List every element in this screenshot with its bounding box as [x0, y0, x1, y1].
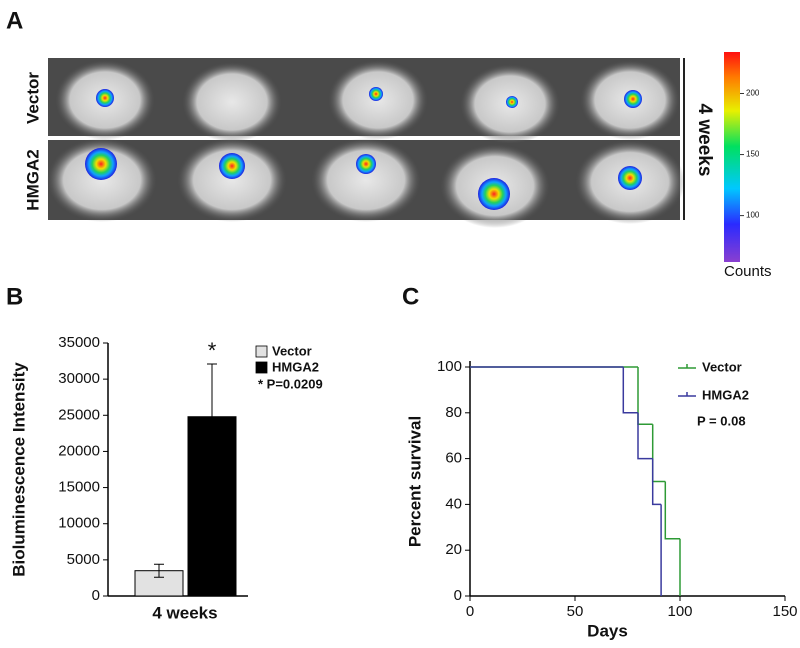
colorbar: [724, 52, 740, 262]
error-bar: [207, 363, 217, 470]
colorbar-title: Counts: [724, 263, 772, 280]
y-tick-label: 0: [92, 587, 100, 604]
panel-label: B: [6, 283, 23, 310]
survival-step: [637, 367, 653, 425]
survival-step: [651, 424, 666, 483]
y-tick-label: 25000: [58, 406, 100, 423]
legend-swatch: [255, 345, 268, 358]
y-tick-label: 80: [445, 404, 462, 421]
row-label: HMGA2: [23, 149, 42, 210]
y-tick-label: 15000: [58, 479, 100, 496]
legend-swatch: [678, 392, 696, 397]
legend-swatch: [678, 364, 696, 369]
y-tick-label: 30000: [58, 370, 100, 387]
colorbar-tick-label: 150: [746, 150, 760, 159]
plots: 05000100001500020000250003000035000Biolu…: [9, 334, 797, 641]
x-tick-label: 4 weeks: [152, 603, 217, 622]
y-axis-label: Bioluminescence Intensity: [9, 362, 28, 577]
y-tick-label: 100: [437, 358, 462, 375]
x-tick-label: 100: [667, 603, 692, 620]
y-tick-label: 10000: [58, 515, 100, 532]
annotation: * P=0.0209: [258, 376, 323, 391]
y-tick-label: 60: [445, 450, 462, 467]
legend-label: Vector: [702, 359, 742, 374]
panel-label: C: [402, 283, 419, 310]
legend-swatch: [255, 361, 268, 374]
colorbar-tick-label: 100: [746, 211, 760, 220]
y-tick-label: 35000: [58, 334, 100, 351]
row-label: Vector: [23, 72, 42, 124]
x-axis-label: Days: [587, 621, 628, 640]
panel-label: A: [6, 7, 23, 34]
timepoint-label: 4 weeks: [694, 104, 715, 177]
legend-label: Vector: [272, 343, 312, 358]
y-axis-label: Percent survival: [405, 416, 424, 547]
colorbar-tick-label: 200: [746, 89, 760, 98]
y-tick-label: 40: [445, 495, 462, 512]
survival-step: [622, 367, 638, 414]
y-tick-label: 5000: [67, 551, 100, 568]
y-tick-label: 20: [445, 541, 462, 558]
colorbar-ticks: 100 150 200: [740, 89, 760, 220]
survival-step: [651, 458, 662, 506]
survival-step: [637, 412, 653, 460]
significance-mark: *: [208, 338, 217, 363]
x-tick-label: 50: [567, 603, 584, 620]
image-strip: [47, 58, 685, 228]
x-tick-label: 0: [466, 603, 474, 620]
y-tick-label: 20000: [58, 442, 100, 459]
annotation: P = 0.08: [697, 413, 746, 428]
legend-label: HMGA2: [702, 387, 749, 402]
y-tick-label: 0: [454, 587, 462, 604]
x-tick-label: 150: [772, 603, 797, 620]
legend-label: HMGA2: [272, 359, 319, 374]
error-bar: [154, 563, 164, 578]
survival-step: [664, 481, 680, 540]
